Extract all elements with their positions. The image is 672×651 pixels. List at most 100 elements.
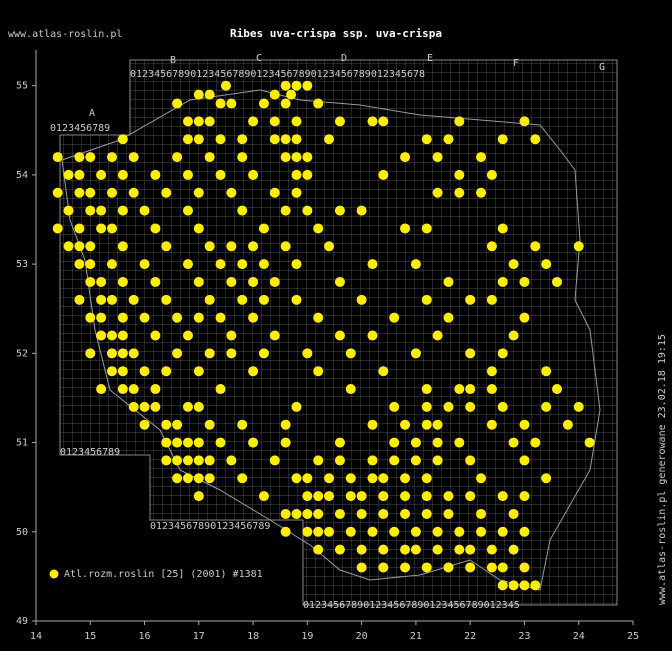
occurrence-dot: [204, 89, 215, 100]
occurrence-dot: [182, 116, 193, 127]
occurrence-dot: [63, 169, 74, 180]
occurrence-dot: [237, 419, 248, 430]
occurrence-dot: [400, 473, 411, 484]
occurrence-dot: [519, 455, 530, 466]
occurrence-dot: [530, 134, 541, 145]
occurrence-dot: [139, 419, 150, 430]
occurrence-dot: [313, 223, 324, 234]
occurrence-dot: [519, 562, 530, 573]
occurrence-dot: [204, 294, 215, 305]
occurrence-dot: [139, 205, 150, 216]
occurrence-dot: [237, 473, 248, 484]
occurrence-dot: [410, 348, 421, 359]
occurrence-dot: [248, 366, 259, 377]
occurrence-dot: [454, 116, 465, 127]
occurrence-dot: [117, 169, 128, 180]
occurrence-dot: [215, 259, 226, 270]
occurrence-dot: [193, 473, 204, 484]
occurrence-dot: [562, 419, 573, 430]
occurrence-dot: [410, 437, 421, 448]
occurrence-dot: [432, 526, 443, 537]
occurrence-dot: [96, 294, 107, 305]
occurrence-dot: [465, 544, 476, 555]
occurrence-dot: [378, 366, 389, 377]
occurrence-dot: [497, 580, 508, 591]
occurrence-dot: [215, 384, 226, 395]
occurrence-dot: [237, 294, 248, 305]
occurrence-dot: [410, 526, 421, 537]
occurrence-dot: [128, 294, 139, 305]
occurrence-dot: [248, 312, 259, 323]
occurrence-dot: [519, 312, 530, 323]
occurrence-dot: [248, 241, 259, 252]
side-note: www.atlas-roslin.pl generowane 23.02.18 …: [657, 334, 668, 605]
occurrence-dot: [541, 366, 552, 377]
grid-digits: 0123456789: [50, 123, 110, 134]
occurrence-dot: [497, 562, 508, 573]
occurrence-dot: [302, 348, 313, 359]
occurrence-dot: [237, 134, 248, 145]
occurrence-dot: [443, 134, 454, 145]
occurrence-dot: [400, 544, 411, 555]
occurrence-dot: [345, 491, 356, 502]
occurrence-dot: [291, 116, 302, 127]
occurrence-dot: [172, 473, 183, 484]
occurrence-dot: [96, 312, 107, 323]
legend-label: Atl.rozm.roslin [25] (2001) #1381: [64, 569, 263, 580]
column-letter: F: [513, 58, 519, 69]
x-tick-label: 25: [627, 631, 639, 642]
occurrence-dot: [226, 348, 237, 359]
occurrence-dot: [193, 187, 204, 198]
occurrence-dot: [193, 223, 204, 234]
occurrence-dot: [128, 384, 139, 395]
occurrence-dot: [237, 152, 248, 163]
occurrence-dot: [128, 348, 139, 359]
occurrence-dot: [541, 259, 552, 270]
occurrence-dot: [454, 526, 465, 537]
occurrence-dot: [400, 152, 411, 163]
occurrence-dot: [280, 526, 291, 537]
occurrence-dot: [378, 169, 389, 180]
occurrence-dot: [204, 241, 215, 252]
occurrence-dot: [302, 526, 313, 537]
map-title: Ribes uva-crispa ssp. uva-crispa: [230, 27, 442, 40]
occurrence-dot: [324, 473, 335, 484]
occurrence-dot: [345, 526, 356, 537]
occurrence-dot: [302, 169, 313, 180]
occurrence-dot: [269, 330, 280, 341]
occurrence-dot: [454, 437, 465, 448]
occurrence-dot: [193, 89, 204, 100]
occurrence-dot: [117, 134, 128, 145]
occurrence-dot: [302, 473, 313, 484]
occurrence-dot: [400, 562, 411, 573]
occurrence-dot: [378, 491, 389, 502]
occurrence-dot: [96, 223, 107, 234]
occurrence-dot: [324, 241, 335, 252]
occurrence-dot: [182, 259, 193, 270]
occurrence-dot: [128, 401, 139, 412]
occurrence-dot: [161, 419, 172, 430]
grid-digits: 0123456789012345678901234567890123456789…: [130, 69, 425, 80]
occurrence-dot: [334, 544, 345, 555]
occurrence-dot: [193, 312, 204, 323]
occurrence-dot: [52, 152, 63, 163]
occurrence-dot: [204, 152, 215, 163]
occurrence-dot: [454, 384, 465, 395]
occurrence-dot: [313, 526, 324, 537]
occurrence-dot: [106, 152, 117, 163]
grid-digits: 0123456789: [60, 447, 120, 458]
occurrence-dot: [313, 508, 324, 519]
occurrence-dot: [248, 116, 259, 127]
occurrence-dot: [421, 384, 432, 395]
occurrence-dot: [324, 526, 335, 537]
occurrence-dot: [226, 241, 237, 252]
x-tick-label: 19: [301, 631, 313, 642]
occurrence-dot: [161, 455, 172, 466]
occurrence-dot: [552, 384, 563, 395]
occurrence-dot: [465, 401, 476, 412]
occurrence-dot: [421, 294, 432, 305]
occurrence-dot: [497, 223, 508, 234]
occurrence-dot: [421, 134, 432, 145]
